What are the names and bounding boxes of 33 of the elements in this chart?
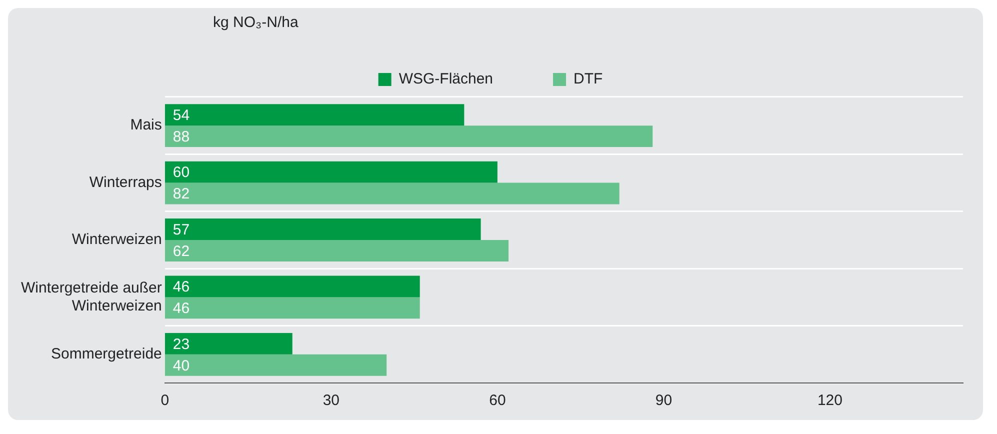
y-tick-label: Sommergetreide [51,346,162,363]
data-label: 60 [172,164,190,182]
x-tick-label: 0 [160,392,170,410]
x-tick-label: 90 [655,392,672,410]
bar [164,161,498,183]
text: kg NO₃-N/ha [213,14,298,31]
x-tick-label: 120 [817,392,842,410]
y-tick-label: Mais [130,116,162,134]
legend-label: WSG-Flächen [398,70,494,88]
bar [164,332,292,354]
data-label: 23 [172,336,190,353]
bar [164,182,620,204]
bar [164,297,420,319]
bar [164,126,653,148]
bar [164,104,464,126]
data-label: 40 [172,357,190,374]
y-tick-label: Winterweizen [72,231,162,248]
bar [164,276,420,298]
data-label: 46 [172,278,190,296]
bar [164,218,481,240]
data-label: 62 [172,242,190,260]
data-label: 46 [172,300,190,318]
data-label: 82 [172,186,190,203]
x-tick-label: 30 [322,392,340,410]
data-label: 88 [172,128,190,146]
data-label: 57 [172,221,190,238]
x-tick-label: 60 [489,392,506,410]
legend-label: DTF [574,70,603,88]
y-tick-label: Winterraps [89,174,162,191]
data-label: 54 [172,107,190,124]
bar [164,354,387,376]
bar [164,240,509,262]
y-tick-label: Wintergetreide außer Winterweizen [20,279,162,314]
